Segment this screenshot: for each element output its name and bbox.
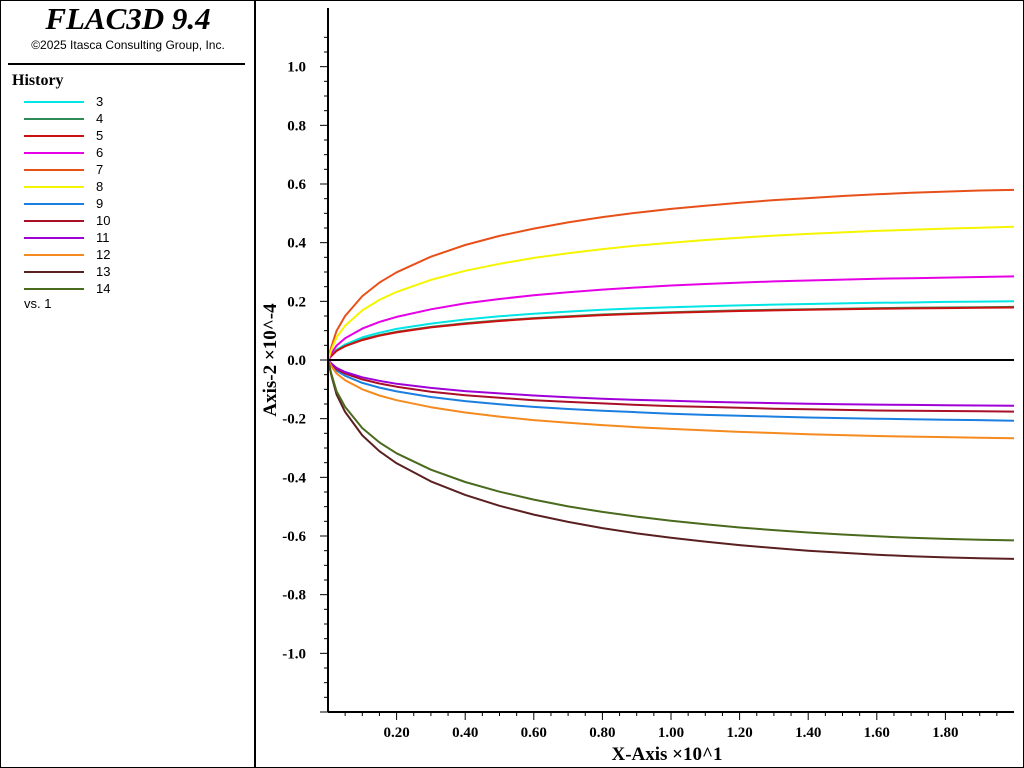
y-tick-label: 0.6 [287,177,306,193]
x-tick-label: 0.80 [589,725,615,741]
legend-swatch [24,186,84,188]
series-line-8 [327,225,1015,361]
legend-item-10: 10 [24,212,224,229]
legend-label: 14 [96,281,111,296]
legend-label: 12 [96,247,111,262]
legend-swatch [24,118,84,120]
legend-label: 6 [96,145,104,160]
legend-title: History [12,72,64,89]
y-tick-label: -1.0 [282,646,306,662]
app-title: FLAC3D 9.4 [45,1,211,36]
legend-label: 13 [96,264,111,279]
y-tick-label: -0.2 [282,412,306,428]
y-tick-label: -0.4 [282,470,306,486]
x-tick-label: 0.20 [383,725,409,741]
y-tick-label: 1.0 [287,60,306,76]
legend-vs-label: vs. 1 [24,296,52,311]
legend-item-6: 6 [24,144,224,161]
legend-label: 3 [96,94,104,109]
series-line-3 [327,300,1015,361]
y-tick-label: 0.2 [287,294,306,310]
legend-item-4: 4 [24,110,224,127]
x-tick-label: 1.20 [726,725,752,741]
legend-item-7: 7 [24,161,224,178]
legend-item-8: 8 [24,178,224,195]
series-line-12 [327,359,1015,440]
legend-panel: FLAC3D 9.4 ©2025 Itasca Consulting Group… [0,0,256,768]
legend-swatch [24,271,84,273]
y-tick-label: -0.6 [282,529,306,545]
legend-item-11: 11 [24,229,224,246]
title-separator [8,63,245,65]
series-line-11 [327,359,1015,407]
legend-item-9: 9 [24,195,224,212]
legend-swatch [24,203,84,205]
series-line-5 [327,306,1015,361]
y-tick-label: 0.4 [287,236,306,252]
x-tick-label: 1.60 [864,725,890,741]
axes-layer: 1.0 0.8 0.6 0.4 0.2 0.0 -0.2 -0.4 -0.6 -0.8 -1.0 0.… [282,8,1014,741]
legend-item-12: 12 [24,246,224,263]
legend-item-14: 14 [24,280,224,297]
legend-label: 10 [96,213,111,228]
x-tick-label: 1.40 [795,725,821,741]
legend-label: 11 [96,230,110,245]
legend-item-3: 3 [24,93,224,110]
legend-swatch [24,288,84,290]
y-tick-label: 0.8 [287,118,306,134]
series-line-7 [327,188,1015,361]
legend-swatch [24,152,84,154]
x-tick-label: 1.80 [932,725,958,741]
y-tick-label: 0.0 [287,353,306,369]
series-line-14 [327,359,1015,542]
legend-item-13: 13 [24,263,224,280]
y-axis-title: Axis-2 ×10^-4 [260,303,281,417]
series-line-4 [327,305,1015,361]
legend-swatch [24,101,84,103]
legend-label: 4 [96,111,104,126]
series-line-10 [327,359,1015,413]
legend-label: 7 [96,162,104,177]
legend-swatch [24,254,84,256]
legend-swatch [24,135,84,137]
series-line-9 [327,359,1015,422]
series-line-6 [327,275,1015,361]
x-tick-label: 0.40 [452,725,478,741]
series-layer [327,188,1015,560]
legend-label: 5 [96,128,104,143]
series-line-13 [327,359,1015,560]
legend-swatch [24,169,84,171]
legend-swatch [24,237,84,239]
legend-label: 8 [96,179,104,194]
legend-swatch [24,220,84,222]
copyright-text: ©2025 Itasca Consulting Group, Inc. [31,38,225,52]
x-tick-label: 1.00 [658,725,684,741]
legend-item-5: 5 [24,127,224,144]
y-tick-label: -0.8 [282,588,306,604]
x-axis-title: X-Axis ×10^1 [611,744,722,765]
legend-label: 9 [96,196,104,211]
x-tick-label: 0.60 [521,725,547,741]
